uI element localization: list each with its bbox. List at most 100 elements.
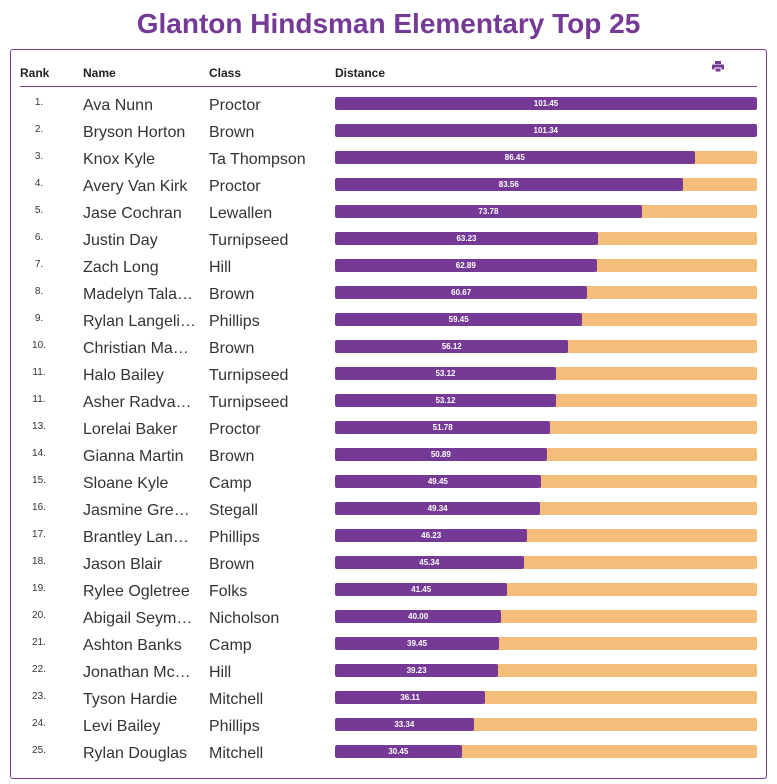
student-name: Rylan Douglas [83, 745, 188, 762]
class-name: Ta Thompson [209, 151, 306, 168]
class-name: Nicholson [209, 610, 280, 627]
class-name: Proctor [209, 97, 261, 114]
table-row: 13. Lorelai Baker Proctor 51.78 [0, 419, 777, 446]
table-row: 22. Jonathan Mc… Hill 39.23 [0, 662, 777, 689]
table-row: 5. Jase Cochran Lewallen 73.78 [0, 203, 777, 230]
distance-value: 59.45 [448, 315, 469, 324]
class-name: Brown [209, 556, 255, 573]
table-row: 1. Ava Nunn Proctor 101.45 [0, 95, 777, 122]
rank: 1. [34, 97, 44, 108]
class-name: Turnipseed [209, 367, 289, 384]
student-name: Jonathan Mc… [83, 664, 191, 681]
table-row: 23. Tyson Hardie Mitchell 36.11 [0, 689, 777, 716]
rank: 3. [34, 151, 44, 162]
table-row: 7. Zach Long Hill 62.89 [0, 257, 777, 284]
distance-bar-fill [335, 529, 528, 542]
class-name: Stegall [209, 502, 258, 519]
distance-bar: 101.34 [335, 124, 757, 137]
student-name: Rylan Langeli… [83, 313, 196, 330]
distance-bar-fill [335, 259, 597, 272]
header-rank: Rank [20, 66, 50, 80]
student-name: Madelyn Tala… [83, 286, 193, 303]
distance-bar: 39.23 [335, 664, 757, 677]
distance-bar-fill [335, 664, 499, 677]
rank: 15. [32, 475, 46, 486]
rank: 8. [34, 286, 44, 297]
distance-bar: 86.45 [335, 151, 757, 164]
distance-bar-fill [335, 691, 486, 704]
distance-bar-fill [335, 718, 474, 731]
table-row: 11. Halo Bailey Turnipseed 53.12 [0, 365, 777, 392]
table-row: 4. Avery Van Kirk Proctor 83.56 [0, 176, 777, 203]
rank: 22. [32, 664, 46, 675]
page-title: Glanton Hindsman Elementary Top 25 [136, 8, 641, 39]
table-row: 3. Knox Kyle Ta Thompson 86.45 [0, 149, 777, 176]
class-name: Brown [209, 124, 255, 141]
distance-value: 60.67 [451, 288, 472, 297]
student-name: Halo Bailey [83, 367, 164, 384]
distance-bar: 41.45 [335, 583, 757, 596]
rank: 10. [32, 340, 46, 351]
distance-bar-fill [335, 394, 556, 407]
header-distance: Distance [335, 66, 386, 80]
distance-value: 39.45 [407, 639, 428, 648]
class-name: Lewallen [209, 205, 273, 222]
class-name: Hill [209, 664, 232, 681]
distance-value: 73.78 [478, 207, 499, 216]
distance-bar: 53.12 [335, 367, 757, 380]
distance-bar: 49.34 [335, 502, 757, 515]
class-name: Proctor [209, 421, 261, 438]
rank: 5. [34, 205, 44, 216]
distance-bar: 60.67 [335, 286, 757, 299]
leaderboard-panel [10, 49, 767, 779]
student-name: Jase Cochran [83, 205, 182, 222]
rank: 19. [32, 583, 46, 594]
student-name: Ava Nunn [83, 97, 153, 114]
distance-value: 49.45 [427, 477, 448, 486]
table-row: 14. Gianna Martin Brown 50.89 [0, 446, 777, 473]
student-name: Jasmine Gre… [83, 502, 190, 519]
table-row: 20. Abigail Seym… Nicholson 40.00 [0, 608, 777, 635]
distance-value: 101.45 [533, 99, 559, 108]
rank: 7. [34, 259, 44, 270]
rank: 24. [32, 718, 46, 729]
distance-bar: 101.45 [335, 97, 757, 110]
distance-bar-fill [335, 502, 541, 515]
header-class: Class [209, 66, 242, 80]
class-name: Mitchell [209, 691, 264, 708]
student-name: Brantley Lan… [83, 529, 189, 546]
rank: 18. [32, 556, 46, 567]
distance-bar: 62.89 [335, 259, 757, 272]
distance-bar: 59.45 [335, 313, 757, 326]
distance-bar-fill [335, 448, 547, 461]
table-row: 11. Asher Radva… Turnipseed 53.12 [0, 392, 777, 419]
student-name: Lorelai Baker [83, 421, 178, 438]
distance-value: 62.89 [455, 261, 476, 270]
rank: 4. [34, 178, 44, 189]
distance-bar-fill [335, 205, 642, 218]
table-row: 15. Sloane Kyle Camp 49.45 [0, 473, 777, 500]
distance-bar: 36.11 [335, 691, 757, 704]
table-row: 17. Brantley Lan… Phillips 46.23 [0, 527, 777, 554]
distance-bar: 49.45 [335, 475, 757, 488]
table-row: 8. Madelyn Tala… Brown 60.67 [0, 284, 777, 311]
rank: 16. [32, 502, 46, 513]
distance-value: 53.12 [435, 369, 456, 378]
rank: 17. [32, 529, 46, 540]
student-name: Christian Ma… [83, 340, 189, 357]
table-row: 9. Rylan Langeli… Phillips 59.45 [0, 311, 777, 338]
class-name: Mitchell [209, 745, 264, 762]
class-name: Brown [209, 448, 255, 465]
rank: 9. [34, 313, 44, 324]
rank: 11. [32, 367, 46, 378]
class-name: Folks [209, 583, 248, 600]
distance-bar-fill [335, 583, 508, 596]
table-row: 10. Christian Ma… Brown 56.12 [0, 338, 777, 365]
table-row: 25. Rylan Douglas Mitchell 30.45 [0, 743, 777, 770]
distance-value: 36.11 [400, 693, 420, 702]
class-name: Proctor [209, 178, 261, 195]
distance-bar-fill [335, 421, 551, 434]
print-icon[interactable] [712, 61, 724, 72]
distance-bar-fill [335, 232, 599, 245]
distance-bar: 56.12 [335, 340, 757, 353]
